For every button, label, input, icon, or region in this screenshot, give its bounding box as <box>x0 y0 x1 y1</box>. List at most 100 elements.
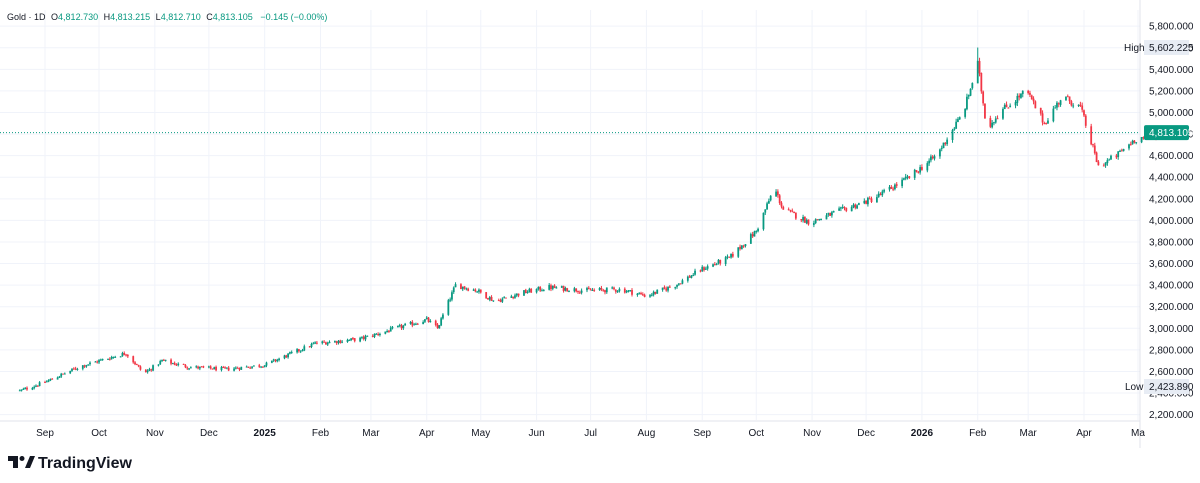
candle <box>955 118 958 129</box>
candle-body <box>1002 108 1004 119</box>
candle-body <box>171 363 174 365</box>
symbol-legend[interactable]: Gold · 1D O4,812.730 H4,813.215 L4,812.7… <box>7 12 327 22</box>
candle-body <box>578 292 581 294</box>
candle-body <box>467 288 470 291</box>
candle-body <box>144 369 147 373</box>
candle-body <box>838 208 840 211</box>
candle <box>940 145 943 152</box>
candle <box>1095 151 1098 163</box>
candle <box>137 364 140 368</box>
candle <box>44 380 46 384</box>
candle-body <box>1027 90 1030 94</box>
candle-body <box>478 289 480 292</box>
candle-body <box>162 359 165 361</box>
candle-body <box>652 291 655 295</box>
candle <box>220 365 223 372</box>
candle <box>1027 89 1030 95</box>
candle <box>96 360 99 364</box>
candle-body <box>94 361 97 363</box>
candle-body <box>188 368 190 370</box>
candle-body <box>951 129 954 140</box>
candle-body <box>422 322 425 325</box>
candle-body <box>560 286 563 288</box>
candle-body <box>341 341 344 343</box>
candle <box>854 203 857 210</box>
candle <box>71 368 73 372</box>
candle-body <box>641 294 644 296</box>
candle-body <box>843 207 846 209</box>
candle-body <box>1056 102 1058 108</box>
candle <box>413 322 416 326</box>
candle-body <box>249 367 252 369</box>
candle-body <box>20 389 23 391</box>
candle <box>94 361 97 363</box>
candle-body <box>789 210 792 212</box>
price-tick-label: 3,600.000 <box>1149 259 1194 270</box>
candle-body <box>919 167 922 173</box>
candle <box>72 367 75 370</box>
time-axis[interactable]: Sep Oct Nov Dec 2025 Feb Mar Apr May Jun Jul Aug Sep… <box>0 420 1145 439</box>
candle-body <box>260 366 262 368</box>
candle-body <box>616 291 619 293</box>
candle <box>787 207 790 211</box>
candle-body <box>1047 120 1049 124</box>
candle <box>650 293 653 297</box>
candle-body <box>640 292 642 294</box>
candle <box>101 358 104 361</box>
candle <box>186 366 189 370</box>
candle <box>108 357 111 361</box>
candle <box>631 288 633 297</box>
candle-body <box>177 363 180 366</box>
candle <box>966 93 968 111</box>
candle <box>1110 154 1112 160</box>
candle-body <box>548 285 551 290</box>
candle <box>1057 102 1060 108</box>
candle-body <box>690 275 693 278</box>
tradingview-logo[interactable]: TradingView <box>8 455 133 472</box>
candle-body <box>404 323 407 326</box>
candle-body <box>427 317 430 322</box>
candle-body <box>346 339 349 342</box>
candle-body <box>724 257 727 264</box>
candle <box>422 320 425 325</box>
candle <box>530 287 533 293</box>
candle-body <box>63 373 66 375</box>
candle <box>1065 96 1067 101</box>
candle <box>656 289 659 294</box>
candle <box>883 188 886 194</box>
candle-body <box>712 264 714 267</box>
candle-body <box>335 341 338 344</box>
candle-body <box>236 367 239 369</box>
candle-body <box>728 256 731 258</box>
change-value: −0.145 (−0.00%) <box>260 12 327 22</box>
candle-body <box>1110 155 1112 160</box>
candle <box>62 373 64 375</box>
candle <box>258 363 261 368</box>
time-tick-label: Apr <box>1076 428 1092 439</box>
candle-body <box>517 293 520 296</box>
candle <box>252 365 255 367</box>
candle-body <box>802 217 804 221</box>
candle <box>1122 148 1125 152</box>
candle <box>188 367 190 371</box>
candle <box>890 185 893 189</box>
candle-body <box>1066 96 1069 98</box>
candle-body <box>334 341 336 343</box>
candle-body <box>510 296 513 298</box>
candle-body <box>993 122 995 124</box>
candle-body <box>157 364 160 366</box>
candle-body <box>1129 144 1132 146</box>
candle <box>33 385 36 390</box>
candle <box>467 287 470 292</box>
candle <box>991 120 994 129</box>
candle-body <box>1128 144 1130 149</box>
candle-body <box>868 198 871 200</box>
candle-body <box>812 223 815 225</box>
candle-body <box>946 139 949 145</box>
candle-body <box>359 337 362 342</box>
candle-body <box>326 342 329 345</box>
candle <box>38 381 41 387</box>
candle-body <box>825 215 828 220</box>
candle <box>1092 143 1094 148</box>
